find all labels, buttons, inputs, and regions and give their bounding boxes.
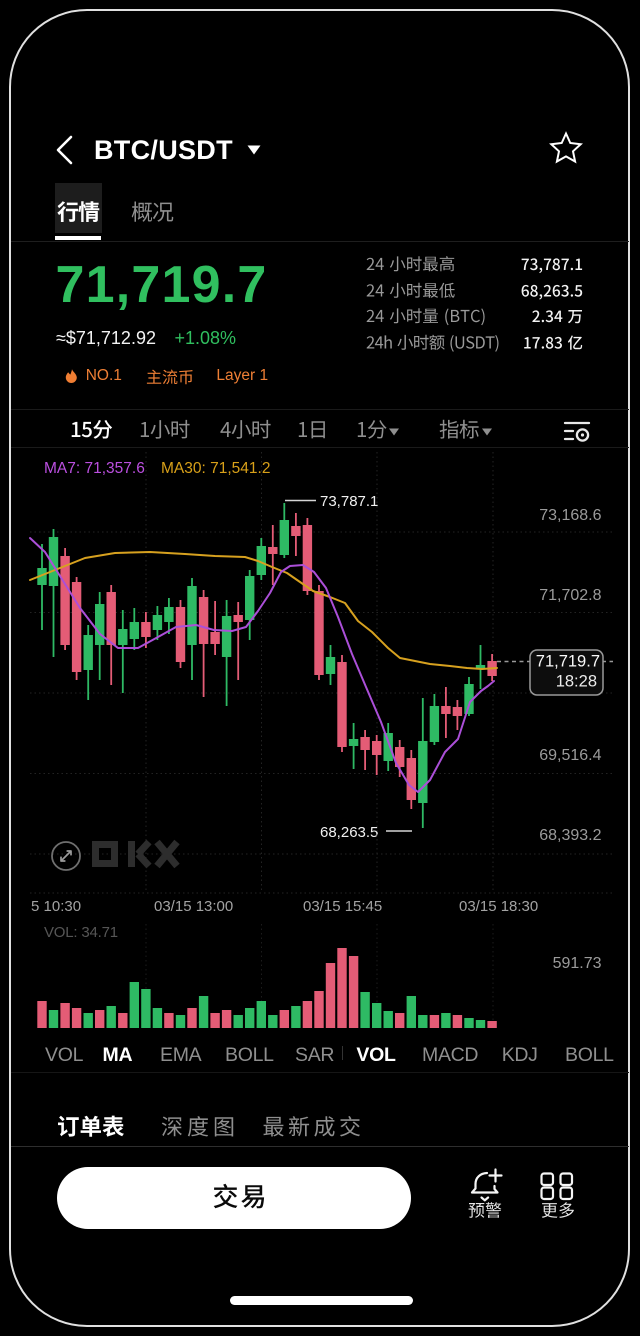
svg-text:18:28: 18:28 — [556, 673, 597, 691]
svg-text:71,719.7: 71,719.7 — [536, 653, 600, 671]
